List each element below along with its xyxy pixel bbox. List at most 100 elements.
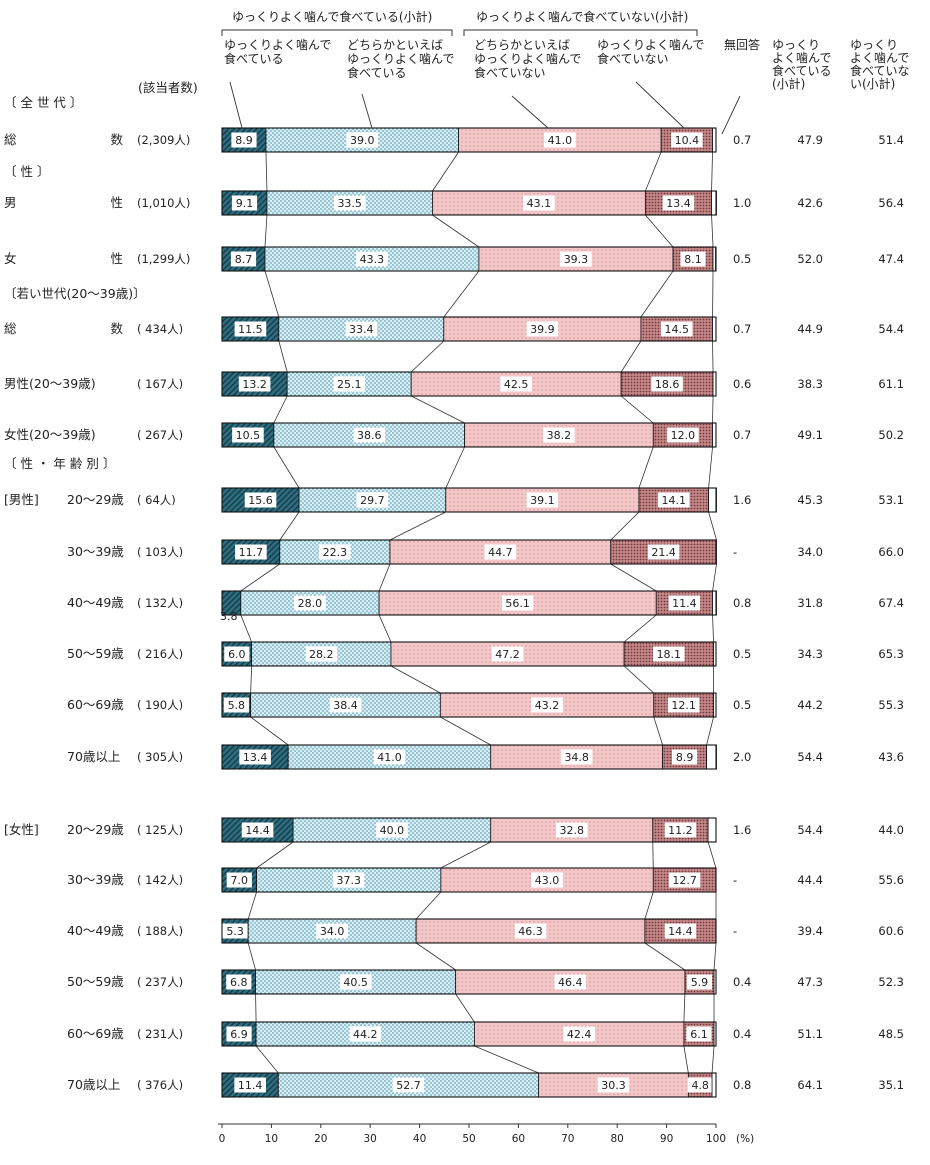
row-label: 60～69歳 xyxy=(67,1026,124,1041)
bar-value-label: 18.6 xyxy=(655,378,680,391)
bar-value-label: 22.3 xyxy=(323,546,348,559)
value-label-bg xyxy=(333,376,366,392)
chewing-subtotal-value: 34.0 xyxy=(797,545,823,559)
not-chewing-subtotal-value: 55.3 xyxy=(878,698,904,712)
legend-pointer xyxy=(511,95,549,129)
column-header-chewing-subtotal: ゆっくり xyxy=(772,38,820,52)
legend-label: 食べていない xyxy=(474,65,546,80)
connector-line xyxy=(623,614,657,643)
row-label: 40～49歳 xyxy=(67,595,124,610)
row-count: ( 132人) xyxy=(137,596,183,610)
connector-line xyxy=(240,563,281,592)
x-tick-label: 70 xyxy=(561,1133,574,1145)
chewing-subtotal-value: 39.4 xyxy=(797,924,823,938)
no-answer-value: - xyxy=(733,545,737,559)
bar-value-label: 33.4 xyxy=(349,323,374,336)
value-label-bg xyxy=(526,492,559,508)
bar-value-label: 13.2 xyxy=(242,378,267,391)
value-label-bg xyxy=(349,1026,382,1042)
bar-value-label: 42.4 xyxy=(567,1028,592,1041)
chewing-subtotal-value: 38.3 xyxy=(797,377,823,391)
value-label-bg xyxy=(332,872,365,888)
row-label: 男性(20～39歳) xyxy=(4,376,96,391)
bar-value-label: 14.4 xyxy=(245,824,270,837)
not-chewing-subtotal-value: 48.5 xyxy=(878,1027,904,1041)
not-chewing-subtotal-value: 65.3 xyxy=(878,647,904,661)
column-header-not-chewing-subtotal: ゆっくり xyxy=(850,38,898,52)
bar-outline xyxy=(221,641,717,667)
bar-value-label: 34.8 xyxy=(564,751,589,764)
value-label-bg xyxy=(491,646,524,662)
connector-line xyxy=(264,214,268,248)
legend-pointer xyxy=(635,81,685,129)
row-label: 性 xyxy=(110,195,123,210)
value-label-bg xyxy=(346,132,379,148)
value-label-bg xyxy=(523,195,555,211)
value-label-bg xyxy=(234,321,267,337)
no-answer-value: 2.0 xyxy=(733,750,751,764)
bar-value-label: 6.9 xyxy=(230,1028,248,1041)
value-label-bg xyxy=(560,749,593,765)
connector-line xyxy=(683,1045,689,1074)
not-chewing-subtotal-value: 43.6 xyxy=(878,750,904,764)
bar-value-label: 4.8 xyxy=(691,1079,709,1092)
bar-value-label: 37.3 xyxy=(336,874,361,887)
bar-value-label: 6.1 xyxy=(690,1028,708,1041)
bar-value-label: 8.9 xyxy=(676,751,694,764)
row-label: 総 xyxy=(4,321,17,336)
value-label-bg xyxy=(554,974,587,990)
bar-value-label: 6.8 xyxy=(230,976,248,989)
bar-value-label: 39.1 xyxy=(530,494,555,507)
connector-line xyxy=(279,511,300,541)
value-label-bg xyxy=(686,1026,712,1042)
bars-layer: 8.9 39.0 41.0 10.4 9.1 33.5 43.1 13.4 8.7 43.3 39.… xyxy=(221,127,717,1098)
value-label-bg xyxy=(239,749,271,765)
bar-value-label: 43.1 xyxy=(527,197,552,210)
bar-value-label: 39.3 xyxy=(564,253,589,266)
not-chewing-subtotal-value: 56.4 xyxy=(878,196,904,210)
bar-value-label: 28.0 xyxy=(298,597,323,610)
not-chewing-subtotal-value: 53.1 xyxy=(878,493,904,507)
not-chewing-subtotal-value: 44.0 xyxy=(878,823,904,837)
value-label-bg xyxy=(660,321,693,337)
connector-line xyxy=(273,395,288,424)
chewing-subtotal-value: 31.8 xyxy=(797,596,823,610)
value-label-bg xyxy=(526,321,559,337)
connector-line xyxy=(250,716,289,746)
bar-outline xyxy=(221,1072,717,1098)
value-label-bg xyxy=(353,427,386,443)
chewing-subtotal-value: 42.6 xyxy=(797,196,823,210)
row-count: ( 267人) xyxy=(137,428,183,442)
connector-line xyxy=(708,446,713,489)
connector-line xyxy=(247,942,256,971)
connector-line xyxy=(256,841,294,869)
bar-value-label: 38.4 xyxy=(333,699,358,712)
row-label: 数 xyxy=(110,321,123,336)
bar-segment xyxy=(706,744,717,770)
bar-segment xyxy=(711,1072,717,1098)
column-header-chewing-subtotal: (小計) xyxy=(772,76,805,91)
group-label: [女性] xyxy=(4,822,39,837)
bar-value-label: 28.2 xyxy=(309,648,334,661)
bar-value-label: 9.1 xyxy=(236,197,254,210)
bar-value-label: 14.4 xyxy=(668,925,693,938)
value-label-bg xyxy=(231,195,258,211)
row-count: ( 237人) xyxy=(137,975,183,989)
value-label-bg xyxy=(531,697,563,713)
connector-line xyxy=(610,511,640,541)
row-label: 30～39歳 xyxy=(67,544,124,559)
legend-label: 無回答 xyxy=(724,37,760,52)
row-label: 40～49歳 xyxy=(67,923,124,938)
connector-line xyxy=(389,511,446,541)
bar-value-label: 34.0 xyxy=(320,925,345,938)
chewing-subtotal-value: 44.2 xyxy=(797,698,823,712)
value-label-bg xyxy=(544,132,576,148)
bar-value-label: 5.8 xyxy=(228,699,246,712)
connector-line xyxy=(445,446,465,489)
value-label-bg xyxy=(294,595,326,611)
value-label-bg xyxy=(339,974,372,990)
connector-line xyxy=(440,716,491,746)
value-label-bg xyxy=(657,492,690,508)
row-label: 男 xyxy=(4,195,17,210)
row-label: 総 xyxy=(4,132,17,147)
